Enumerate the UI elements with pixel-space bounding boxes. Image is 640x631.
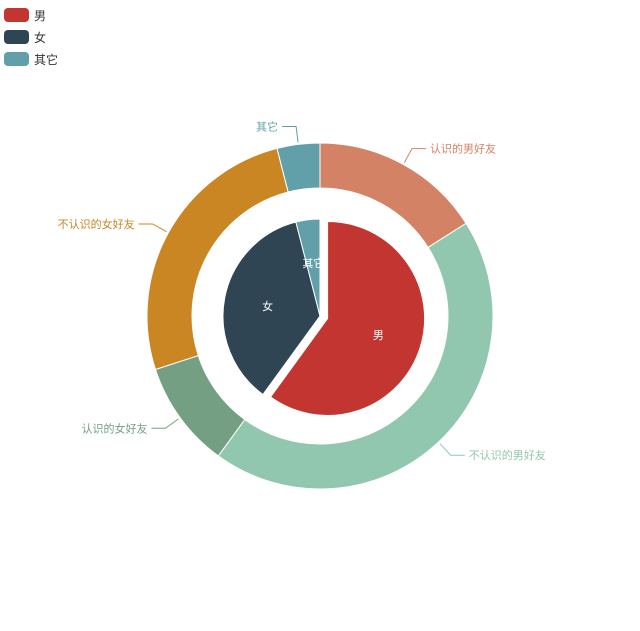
outer-slice-label-4: 其它 [256,120,278,134]
outer-slice-label-3: 不认识的女好友 [58,217,135,231]
legend-swatch-female [4,30,29,44]
inner-slice-label-0: 男 [373,329,384,342]
outer-slice-label-2: 认识的女好友 [81,421,147,435]
outer-slice-4[interactable] [276,142,321,193]
legend-item-male[interactable]: 男 [4,4,58,26]
outer-leader-line-2 [151,418,179,429]
outer-slice-label-0: 认识的男好友 [430,142,496,156]
legend-label-female: 女 [34,30,47,45]
inner-slice-label-1: 女 [262,299,273,313]
legend-label-other: 其它 [34,52,59,67]
outer-leader-line-3 [138,223,167,233]
inner-slice-label-2: 其它 [302,256,324,270]
outer-slice-1[interactable] [217,222,494,490]
outer-ring [146,142,494,490]
inner-slice-1[interactable] [222,221,321,396]
legend-swatch-male [4,8,29,22]
inner-slice-2[interactable] [295,218,321,317]
legend-swatch-other [4,52,29,66]
legend-item-other[interactable]: 其它 [4,48,58,70]
outer-leader-line-4 [282,126,299,143]
outer-leader-line-1 [439,443,465,456]
outer-leader-line-0 [403,148,427,163]
legend-label-male: 男 [34,8,47,23]
legend-item-female[interactable]: 女 [4,26,58,48]
legend: 男 女 其它 [4,4,58,70]
outer-slice-label-1: 不认识的男好友 [469,448,546,462]
inner-pie: 男 女 其它 [222,218,426,416]
inner-slice-0[interactable] [269,220,426,416]
